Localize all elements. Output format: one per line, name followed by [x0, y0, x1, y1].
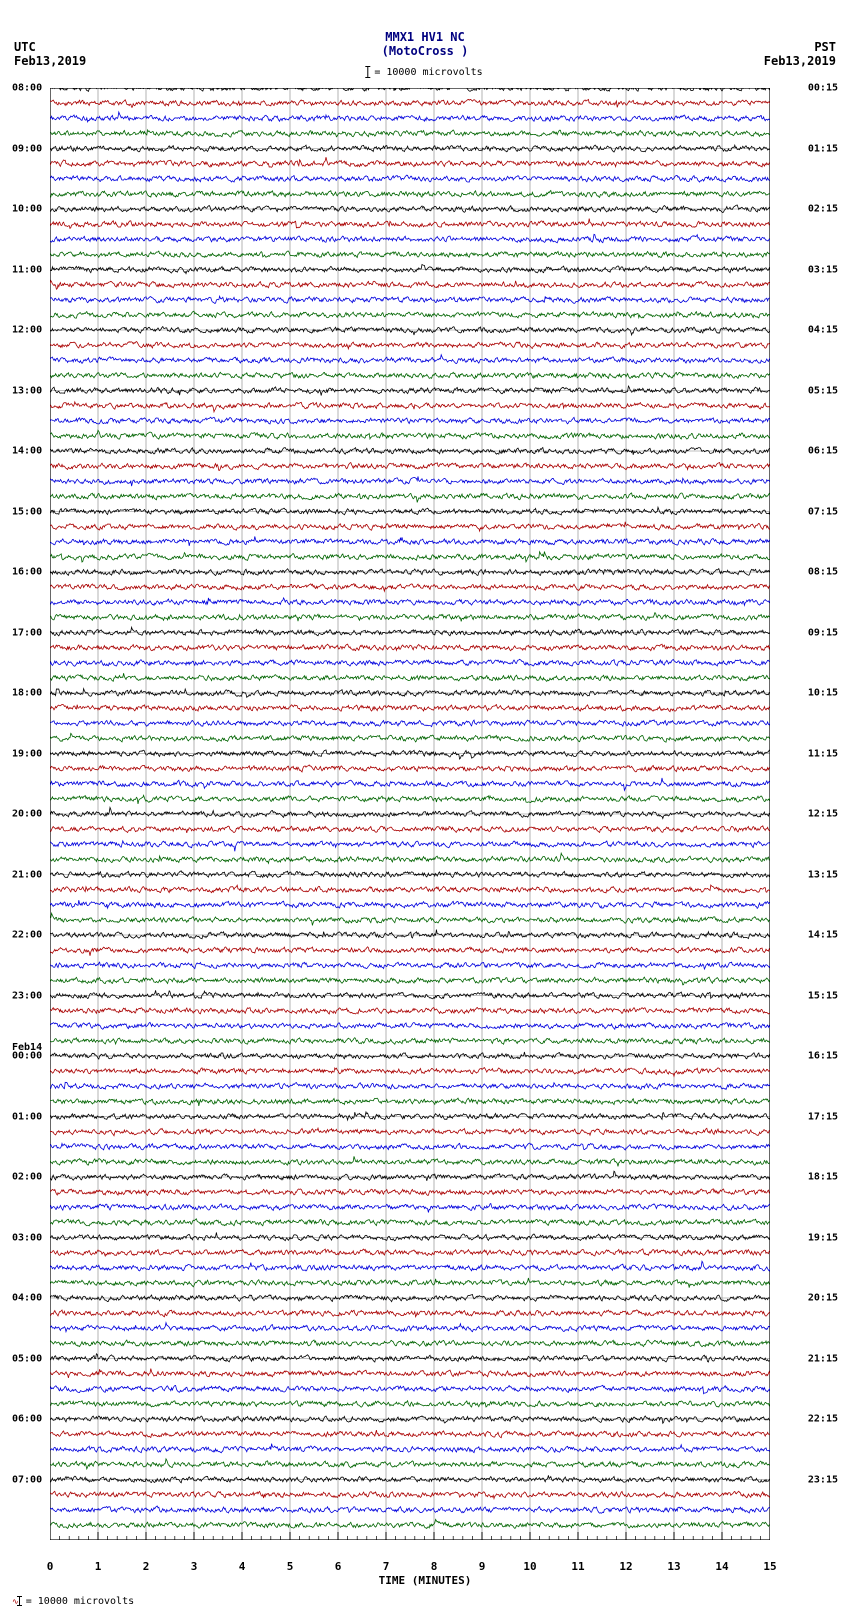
- hour-label-left: 10:00: [12, 204, 42, 215]
- hour-label-right: 12:15: [808, 809, 838, 820]
- hour-label-left: 04:00: [12, 1293, 42, 1304]
- hour-label-right: 11:15: [808, 748, 838, 759]
- hour-label-left: 15:00: [12, 506, 42, 517]
- hour-label-left: 21:00: [12, 869, 42, 880]
- hour-label-right: 22:15: [808, 1414, 838, 1425]
- hour-label-right: 13:15: [808, 869, 838, 880]
- hour-label-right: 14:15: [808, 930, 838, 941]
- hour-label-right: 02:15: [808, 204, 838, 215]
- x-tick-label: 14: [715, 1560, 728, 1573]
- left-date: Feb13,2019: [14, 54, 86, 68]
- scale-text-bottom: = 10000 microvolts: [26, 1596, 134, 1607]
- hour-label-right: 15:15: [808, 990, 838, 1001]
- x-tick-label: 13: [667, 1560, 680, 1573]
- title-line2: (MotoCross ): [382, 44, 469, 58]
- hour-label-left: 18:00: [12, 688, 42, 699]
- scale-legend-top: = 10000 microvolts: [367, 66, 482, 78]
- right-tz: PST: [764, 40, 836, 54]
- hour-label-left: 17:00: [12, 627, 42, 638]
- plot-svg: [50, 88, 770, 1540]
- hour-label-left: 23:00: [12, 990, 42, 1001]
- hour-label-left: 14:00: [12, 446, 42, 457]
- hour-label-right: 05:15: [808, 385, 838, 396]
- x-axis-title: TIME (MINUTES): [379, 1574, 472, 1587]
- x-tick-label: 8: [431, 1560, 438, 1573]
- seismogram-plot: [50, 88, 770, 1540]
- hour-label-right: 10:15: [808, 688, 838, 699]
- scale-bar-icon: [19, 1596, 20, 1606]
- x-tick-label: 0: [47, 1560, 54, 1573]
- x-tick-label: 9: [479, 1560, 486, 1573]
- hour-label-right: 04:15: [808, 325, 838, 336]
- hour-label-right: 21:15: [808, 1353, 838, 1364]
- scale-text: = 10000 microvolts: [374, 67, 482, 78]
- left-tz: UTC: [14, 40, 86, 54]
- hour-label-right: 00:15: [808, 83, 838, 94]
- hour-label-right: 19:15: [808, 1232, 838, 1243]
- x-tick-label: 1: [95, 1560, 102, 1573]
- x-tick-label: 2: [143, 1560, 150, 1573]
- hour-label-right: 18:15: [808, 1172, 838, 1183]
- hour-label-right: 23:15: [808, 1474, 838, 1485]
- x-tick-label: 6: [335, 1560, 342, 1573]
- x-tick-label: 4: [239, 1560, 246, 1573]
- hour-label-left: 07:00: [12, 1474, 42, 1485]
- hour-label-right: 01:15: [808, 143, 838, 154]
- hour-label-left: 20:00: [12, 809, 42, 820]
- hour-label-right: 20:15: [808, 1293, 838, 1304]
- header-title: MMX1 HV1 NC (MotoCross ): [382, 30, 469, 58]
- hour-label-right: 08:15: [808, 567, 838, 578]
- header-left: UTC Feb13,2019: [14, 40, 86, 68]
- hour-label-left: 06:00: [12, 1414, 42, 1425]
- x-tick-label: 11: [571, 1560, 584, 1573]
- hour-label-right: 03:15: [808, 264, 838, 275]
- hour-label-left: 19:00: [12, 748, 42, 759]
- x-tick-label: 10: [523, 1560, 536, 1573]
- hour-label-left: 12:00: [12, 325, 42, 336]
- hour-label-left: 05:00: [12, 1353, 42, 1364]
- hour-label-left: 02:00: [12, 1172, 42, 1183]
- hour-label-left: 16:00: [12, 567, 42, 578]
- hour-label-left: 11:00: [12, 264, 42, 275]
- hour-label-right: 09:15: [808, 627, 838, 638]
- scale-bar-icon: [367, 66, 368, 78]
- title-line1: MMX1 HV1 NC: [382, 30, 469, 44]
- hour-label-right: 16:15: [808, 1051, 838, 1062]
- hour-label-left: 09:00: [12, 143, 42, 154]
- x-tick-label: 12: [619, 1560, 632, 1573]
- hour-label-left: 22:00: [12, 930, 42, 941]
- hour-label-left: 08:00: [12, 83, 42, 94]
- x-tick-label: 7: [383, 1560, 390, 1573]
- hour-label-left: 00:00: [12, 1051, 42, 1062]
- hour-label-left: 13:00: [12, 385, 42, 396]
- header-right: PST Feb13,2019: [764, 40, 836, 68]
- hour-label-left: 03:00: [12, 1232, 42, 1243]
- hour-label-left: 01:00: [12, 1111, 42, 1122]
- hour-label-right: 17:15: [808, 1111, 838, 1122]
- x-tick-label: 15: [763, 1560, 776, 1573]
- x-tick-label: 5: [287, 1560, 294, 1573]
- right-date: Feb13,2019: [764, 54, 836, 68]
- scale-legend-bottom: ∿ = 10000 microvolts: [12, 1596, 134, 1607]
- hour-label-right: 07:15: [808, 506, 838, 517]
- x-tick-label: 3: [191, 1560, 198, 1573]
- hour-label-right: 06:15: [808, 446, 838, 457]
